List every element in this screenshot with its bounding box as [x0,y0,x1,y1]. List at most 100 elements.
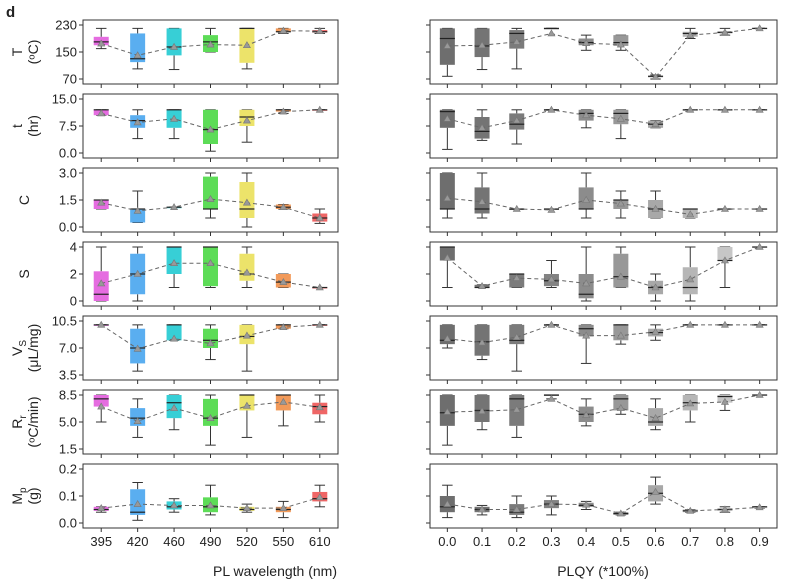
mean-marker [686,399,695,407]
mean-marker [279,26,288,34]
mean-marker [651,414,660,421]
mean-marker [206,501,215,509]
x-tick-label: 610 [309,534,331,549]
mean-marker [315,320,324,328]
mean-marker [616,509,625,517]
x-tick-label: 0.9 [751,534,769,549]
mean-marker [315,283,324,291]
mean-marker [97,402,106,410]
y-tick-label: 4 [70,240,77,255]
left-panel-2: 0.0 1.5 3.0 [59,166,339,236]
mean-marker [512,333,521,341]
y-tick-label: 3.0 [59,166,77,181]
mean-marker [755,24,764,32]
x-tick-label: 550 [273,534,295,549]
mean-marker [170,501,179,509]
mean-marker [582,410,591,418]
left-panel-3: 0 2 4 [70,240,339,310]
x-tick-label: 0.0 [438,534,456,549]
y-tick-label: 2 [70,267,77,282]
mean-marker [443,114,452,122]
mean-marker [97,279,106,287]
mean-marker [547,394,556,402]
y-tick-label: 15.0 [52,92,77,107]
mean-marker [170,259,179,267]
mean-trend-line [447,394,760,419]
y-tick-label: 0.1 [59,489,77,504]
mean-marker [206,195,215,202]
mean-marker [478,41,487,49]
mean-marker [616,331,625,339]
right-panel-6: 0.0 0.1 0.2 0.3 0.4 0.5 0.6 0.7 0.8 0.9 [426,463,778,549]
left-panel-0: 70 150 230 [55,18,339,88]
mean-marker [547,105,556,113]
mean-marker [582,500,591,508]
left-panel-1: 0.0 7.5 15.0 [52,92,339,162]
box [239,253,255,281]
mean-marker [478,407,487,415]
right-panel-1 [426,93,778,162]
mean-trend-line [447,324,760,344]
x-tick-label: 0.7 [681,534,699,549]
mean-marker [582,111,591,118]
y-tick-label: 5.0 [59,415,77,430]
left-x-axis-title: PL wavelength (nm) [213,563,337,579]
mean-marker [133,417,142,425]
x-tick-label: 490 [200,534,222,549]
mean-trend-line [447,491,760,515]
panel-label: d [6,4,15,21]
x-tick-label: 0.5 [612,534,630,549]
y-tick-label: 7.0 [59,341,77,356]
mean-marker [755,105,764,113]
y-axis-label-subscript: r [18,415,29,419]
y-axis-label: (μL/mg) [25,324,41,373]
mean-marker [720,320,729,328]
mean-marker [616,404,625,411]
mean-marker [720,397,729,405]
box [203,176,218,209]
mean-marker [443,41,452,49]
x-tick-label: 0.3 [542,534,560,549]
mean-marker [512,116,521,124]
x-tick-label: 0.1 [473,534,491,549]
y-axis-label: (g) [25,487,41,504]
mean-marker [170,404,179,411]
left-panel-4: 3.5 7.0 10.5 [52,314,339,384]
box [130,209,146,223]
mean-marker [547,205,556,213]
mean-marker [97,504,106,511]
mean-marker [242,198,251,206]
mean-marker [133,206,142,214]
mean-marker [651,487,660,495]
mean-marker [547,29,556,37]
mean-marker [133,344,142,352]
left-panel-6: 0.0 0.1 0.2 395 420 460 490 520 550 610 [59,462,339,549]
mean-marker [686,210,695,218]
mean-marker [686,275,695,283]
mean-marker [616,272,625,280]
mean-marker [315,26,324,34]
right-panel-5 [426,389,778,458]
mean-marker [279,278,288,285]
mean-marker [651,72,660,80]
y-axis-label-subscript: p [18,487,29,493]
right-panel-3 [426,241,778,310]
box [203,247,218,287]
box [166,28,182,56]
y-tick-label: 1.5 [59,442,77,457]
y-tick-label: 150 [55,45,77,60]
mean-marker [242,268,251,276]
mean-marker [616,199,625,207]
y-tick-label: 70 [63,72,77,87]
box [130,408,146,426]
x-tick-label: 395 [90,534,112,549]
right-x-axis-title: PLQY (*100%) [557,563,649,579]
mean-marker [547,275,556,283]
mean-marker [686,31,695,38]
box [203,398,218,426]
y-tick-label: 0.0 [59,220,77,235]
mean-marker [279,504,288,511]
mean-marker [616,114,625,122]
mean-marker [242,401,251,409]
mean-marker [686,320,695,328]
